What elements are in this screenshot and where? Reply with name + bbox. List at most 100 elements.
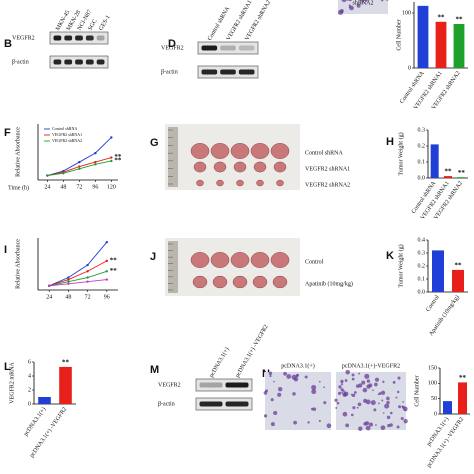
y-tick-label: 100 [428,381,437,387]
cell [384,403,390,409]
cell [402,400,405,403]
y-tick-label: 100 [402,10,411,16]
cell [364,0,368,2]
point [86,280,89,283]
significance: ** [438,13,446,21]
panel-letter: H [386,136,394,148]
significance: ** [114,153,122,161]
significance: ** [459,374,467,382]
point [78,167,81,170]
cell [340,10,344,14]
bar [452,269,464,292]
y-tick-label: 2 [28,387,31,393]
cell [338,385,342,389]
point [78,160,81,164]
panel-letter: J [150,251,156,263]
legend-label: VEGFR2 shRNA2 [52,138,82,143]
x-axis-label: Time (h) [8,184,29,191]
point [94,151,97,155]
tumor [250,143,270,159]
cell [268,371,273,375]
cell [263,391,268,395]
cell [311,384,317,390]
cell [295,374,299,378]
cell [349,5,354,11]
cell [312,407,317,411]
tumor [232,275,248,289]
cell [374,377,380,382]
y-tick-label: 0.3 [418,127,426,133]
caption: pcDNA3.1(+) [281,362,315,369]
y-axis-label: Relative Absorbance [15,127,21,177]
band [201,69,218,75]
cell [382,380,385,383]
cell [386,415,391,420]
point [67,282,70,285]
tumor [230,252,250,268]
cell [400,417,404,421]
y-tick-label: 150 [428,365,437,371]
cell [366,0,370,1]
y-tick-label: 0 [408,65,411,71]
point [67,280,70,283]
bar [59,366,72,404]
band [96,59,105,65]
cell [351,373,355,377]
cell [358,426,363,431]
bar [458,382,467,414]
tumor [192,275,208,289]
y-axis-label: Tumor Weight (g) [397,244,404,287]
band [53,59,62,65]
micrograph [265,372,331,430]
y-tick-label: 0.4 [418,237,426,243]
bar [457,177,466,178]
tumor [270,143,290,159]
cell [318,380,321,383]
tumor [210,252,230,268]
cell [361,1,364,4]
caption: pcDNA3.1(+)-VEGFR2 [342,362,400,369]
y-tick-label: 0.0 [418,175,426,181]
y-tick-label: 0.2 [418,143,426,149]
cell [323,386,325,389]
cell [372,389,374,392]
cell [352,406,356,410]
cell [403,419,408,424]
cell [277,386,283,392]
cell [283,371,287,376]
panel-letter: L [4,361,11,373]
cell [323,401,327,405]
bar [417,5,429,69]
panel-letter: D [168,38,176,50]
point [110,156,113,159]
cell [263,414,268,418]
cell [380,425,386,431]
y-tick-label: 0.3 [418,250,426,256]
row-label: VEGFR2 shRNA1 [305,166,350,172]
cell [401,405,404,408]
tumor [213,161,227,173]
lane-label: pcDNA3.1(+) [208,346,231,379]
cell [270,422,275,427]
cell [380,0,384,2]
row-label: VEGFR2 [158,382,181,388]
cell [335,406,338,409]
cell [343,391,349,397]
series-line [49,260,108,287]
ruler [168,127,178,187]
y-tick-label: 0.1 [418,159,426,165]
x-tick-label: 48 [60,184,66,190]
tumor [190,143,210,159]
cell [273,410,278,416]
point [67,276,70,279]
y-tick-label: 0.1 [418,276,426,282]
y-tick-label: 0.2 [418,263,426,269]
point [62,172,65,175]
significance: ** [110,267,118,275]
point [78,165,81,168]
y-tick-label: 0.0 [418,289,426,295]
point [67,278,70,281]
row-label: Control shRNA [305,150,344,156]
y-tick-label: 0 [28,401,31,407]
